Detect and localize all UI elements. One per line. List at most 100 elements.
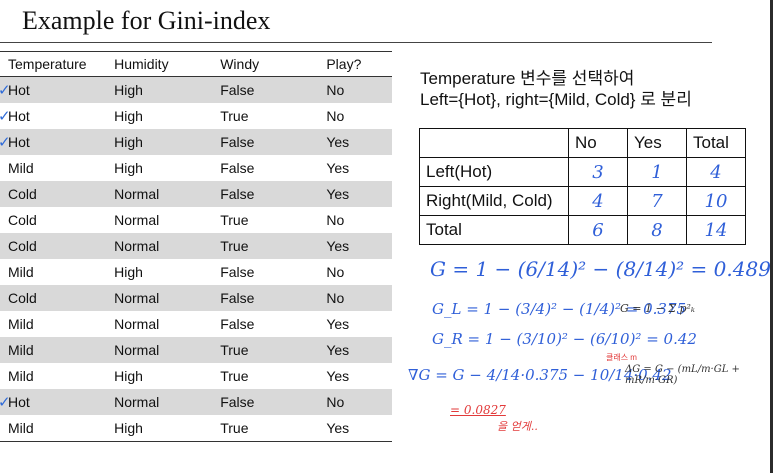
cell-humidity: High	[114, 264, 143, 280]
title-underline	[0, 42, 712, 43]
cell-windy: True	[212, 337, 319, 363]
cell-temperature: Cold	[0, 181, 107, 207]
summary-header-total: Total	[686, 128, 746, 158]
table-row: Mild High False No	[0, 259, 392, 285]
table-row: Mild Normal False Yes	[0, 311, 392, 337]
summary-row: Right(Mild, Cold) 4 7 10	[419, 186, 746, 216]
cell-windy: True	[220, 212, 249, 228]
cell-temperature: ✓ Hot	[0, 103, 106, 129]
summary-row-label: Total	[419, 215, 569, 245]
cell-play: No	[318, 285, 392, 311]
summary-total: 10	[686, 186, 746, 216]
table-row: ✓ Hot Normal False No	[0, 389, 392, 415]
cell-play: No	[318, 389, 392, 415]
cell-humidity: High	[106, 76, 213, 103]
description-line-2: Left={Hot}, right={Mild, Cold} 로 분리	[420, 90, 692, 109]
cell-windy: False	[220, 264, 255, 280]
table-row: Mild Normal True Yes	[0, 337, 392, 363]
summary-row-label: Left(Hot)	[419, 157, 569, 187]
summary-no: 6	[568, 215, 628, 245]
table-row: Mild High True Yes	[0, 415, 392, 442]
cell-play: Yes	[326, 160, 350, 176]
dataset-table: Temperature Humidity Windy Play? ✓ Hot Hi…	[0, 51, 392, 442]
cell-temperature: Cold	[8, 212, 37, 228]
summary-yes: 8	[627, 215, 687, 245]
gini-total-formula: G = 1 − (6/14)² − (8/14)² = 0.4898	[430, 257, 773, 281]
table-row: Mild High False Yes	[0, 155, 392, 181]
cell-windy: False	[212, 389, 319, 415]
gini-gain-formula: ∇G = G − 4/14·0.375 − 10/14·0.42	[408, 366, 672, 384]
cell-windy: True	[220, 108, 249, 124]
cell-temperature: Mild	[0, 415, 107, 442]
cell-play: Yes	[318, 415, 392, 442]
cell-temperature: ✓ Hot	[0, 129, 107, 155]
cell-humidity: Normal	[106, 285, 213, 311]
cell-windy: False	[212, 129, 319, 155]
summary-total: 4	[686, 157, 746, 187]
summary-header-yes: Yes	[627, 128, 687, 158]
cell-humidity: Normal	[106, 233, 213, 259]
small-handwritten-label: 클래스 m	[606, 353, 637, 362]
cell-play: No	[318, 76, 392, 103]
summary-header-no: No	[568, 128, 628, 158]
cell-temperature: Mild	[8, 160, 34, 176]
table-row: ✓ Hot High False No	[0, 76, 392, 103]
cell-play: No	[326, 212, 345, 228]
cell-temperature: Cold	[0, 285, 107, 311]
description-line-1: Temperature 변수를 선택하여	[420, 69, 635, 88]
temperature-value: Hot	[8, 394, 30, 410]
summary-row: Total 6 8 14	[419, 215, 746, 245]
gini-gain-result: = 0.0827	[450, 403, 506, 417]
cell-play: Yes	[318, 129, 392, 155]
cell-humidity: Normal	[106, 181, 213, 207]
cell-windy: False	[212, 285, 319, 311]
cell-windy: False	[212, 76, 319, 103]
temperature-value: Hot	[8, 82, 30, 98]
table-row: Cold Normal True Yes	[0, 233, 392, 259]
header-temperature: Temperature	[0, 51, 107, 77]
checkmark-icon: ✓	[0, 133, 11, 151]
table-row: Cold Normal False No	[0, 285, 392, 311]
cell-play: No	[326, 108, 345, 124]
summary-yes: 7	[627, 186, 687, 216]
header-play: Play?	[318, 51, 392, 77]
cell-humidity: Normal	[114, 316, 160, 332]
cell-windy: True	[212, 233, 319, 259]
summary-no: 3	[568, 157, 628, 187]
cell-play: Yes	[326, 368, 350, 384]
cell-windy: True	[220, 368, 249, 384]
gini-right-formula: G_R = 1 − (3/10)² − (6/10)² = 0.42	[432, 330, 697, 348]
cell-humidity: Normal	[106, 337, 213, 363]
checkmark-icon: ✓	[0, 81, 11, 99]
table-row: ✓ Hot High True No	[0, 103, 392, 129]
table-row: Cold Normal False Yes	[0, 181, 392, 207]
cell-humidity: High	[114, 108, 143, 124]
cell-humidity: Normal	[106, 389, 213, 415]
summary-no: 4	[568, 186, 628, 216]
split-description: Temperature 변수를 선택하여 Left={Hot}, right={…	[420, 68, 692, 110]
split-count-table: No Yes Total Left(Hot) 3 1 4 Right(Mild,…	[419, 128, 746, 245]
cell-play: Yes	[318, 233, 392, 259]
checkmark-icon: ✓	[0, 107, 11, 125]
cell-windy: False	[220, 160, 255, 176]
summary-header-blank	[419, 128, 569, 158]
table-row: Mild High True Yes	[0, 363, 392, 389]
cell-humidity: High	[106, 415, 213, 442]
header-windy: Windy	[212, 51, 319, 77]
gain-definition: ΔG = G − (mL/m·GL + mR/m·GR)	[625, 364, 740, 386]
cell-temperature: Cold	[0, 233, 107, 259]
cell-play: Yes	[318, 181, 392, 207]
temperature-value: Hot	[8, 134, 30, 150]
cell-humidity: Normal	[114, 212, 160, 228]
cell-humidity: High	[106, 129, 213, 155]
summary-row-label: Right(Mild, Cold)	[419, 186, 569, 216]
cell-play: Yes	[326, 316, 350, 332]
cell-humidity: High	[114, 368, 143, 384]
window-edge	[770, 0, 773, 473]
summary-header-row: No Yes Total	[419, 128, 746, 158]
cell-play: No	[326, 264, 345, 280]
gini-left-formula: G_L = 1 − (3/4)² − (1/4)² = 0.375	[432, 300, 687, 318]
cell-temperature: Mild	[8, 368, 34, 384]
header-humidity: Humidity	[106, 51, 213, 77]
table-row: ✓ Hot High False Yes	[0, 129, 392, 155]
